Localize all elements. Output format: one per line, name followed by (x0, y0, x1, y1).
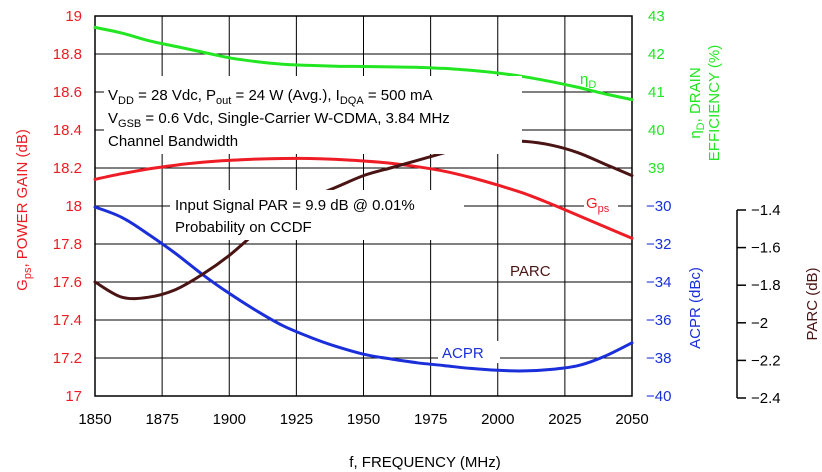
x-tick-label: 1925 (280, 411, 313, 428)
annotation-line-4: Input Signal PAR = 9.9 dB @ 0.01% (175, 197, 415, 214)
parc-tick-label: −2 (751, 315, 768, 332)
gain-axis-title: Gps, POWER GAIN (dB) (14, 129, 34, 291)
series-line-acpr (93, 205, 634, 373)
gain-tick-label: 19 (65, 8, 82, 25)
gain-tick-label: 17.4 (53, 312, 82, 329)
efficiency-axis-title-line-1: ηD, DRAIN (687, 67, 707, 138)
acpr-tick-label: −30 (646, 198, 671, 215)
efficiency-tick-label: 43 (648, 8, 665, 25)
acpr-axis-title: ACPR (dBc) (687, 267, 704, 349)
parc-tick-label: −2.4 (751, 390, 781, 407)
x-tick-label: 2025 (548, 411, 581, 428)
annotation-box-par (170, 190, 464, 240)
annotation-line-3: Channel Bandwidth (108, 133, 238, 150)
series-label-acpr-bg (438, 341, 500, 363)
efficiency-tick-label: 42 (648, 46, 665, 63)
x-tick-label: 1900 (213, 411, 246, 428)
efficiency-tick-label: 39 (648, 160, 665, 177)
gain-tick-label: 17.8 (53, 236, 82, 253)
gain-tick-label: 18.2 (53, 160, 82, 177)
series-label-parc: PARC (510, 263, 551, 280)
acpr-tick-label: −36 (646, 312, 671, 329)
acpr-tick-label: −40 (646, 388, 671, 405)
gain-tick-label: 18 (65, 198, 82, 215)
efficiency-tick-label: 40 (648, 122, 665, 139)
acpr-tick-label: −34 (646, 274, 671, 291)
annotation-line-1: VDD = 28 Vdc, Pout = 24 W (Avg.), IDQA =… (108, 87, 433, 107)
series-label-acpr: ACPR (442, 345, 484, 362)
gain-tick-label: 17 (65, 388, 82, 405)
series-lines (93, 25, 634, 373)
parc-tick-label: −1.4 (751, 202, 781, 219)
series-line-efficiency (93, 25, 634, 102)
efficiency-tick-label: 41 (648, 84, 665, 101)
efficiency-axis-title-line-2: EFFICIENCY (%) (706, 45, 723, 161)
annotation-line-2: VGSB = 0.6 Vdc, Single-Carrier W-CDMA, 3… (108, 110, 450, 130)
series-line-parc (93, 139, 634, 301)
acpr-axis-ticks: −40 −38 −36 −34 −32 −30 (646, 198, 671, 405)
gain-tick-label: 17.6 (53, 274, 82, 291)
x-tick-label: 1975 (414, 411, 447, 428)
x-tick-label: 1950 (347, 411, 380, 428)
x-axis-title: f, FREQUENCY (MHz) (349, 454, 500, 471)
parc-tick-label: −1.6 (751, 240, 781, 257)
parc-axis-title: PARC (dB) (804, 267, 821, 340)
gain-axis-ticks: 17 17.2 17.4 17.6 17.8 18 18.2 18.4 18.6 18.8 19 (53, 8, 82, 405)
x-tick-label: 1875 (145, 411, 178, 428)
x-axis-ticks: 1850 1875 1900 1925 1950 1975 2000 2025 2050 (78, 411, 648, 428)
x-tick-label: 2050 (615, 411, 648, 428)
annotation-box-conditions (104, 76, 522, 154)
series-label-gain-bg (584, 192, 618, 214)
gain-tick-label: 18.4 (53, 122, 82, 139)
efficiency-axis-ticks: 39 40 41 42 43 (648, 8, 665, 177)
series-label-efficiency: ηD (580, 71, 596, 91)
acpr-tick-label: −32 (646, 236, 671, 253)
parc-tick-label: −1.8 (751, 277, 781, 294)
gain-tick-label: 18.8 (53, 46, 82, 63)
x-tick-label: 2000 (481, 411, 514, 428)
gain-tick-label: 18.6 (53, 84, 82, 101)
acpr-tick-label: −38 (646, 350, 671, 367)
gain-tick-label: 17.2 (53, 350, 82, 367)
x-tick-label: 1850 (78, 411, 111, 428)
parc-tick-label: −2.2 (751, 352, 781, 369)
parc-axis: −2.4 −2.2 −2 −1.8 −1.6 −1.4 (736, 202, 781, 407)
annotation-line-5: Probability on CCDF (175, 219, 312, 236)
series-label-gain: Gps (586, 195, 610, 215)
series-line-gain (93, 156, 634, 240)
